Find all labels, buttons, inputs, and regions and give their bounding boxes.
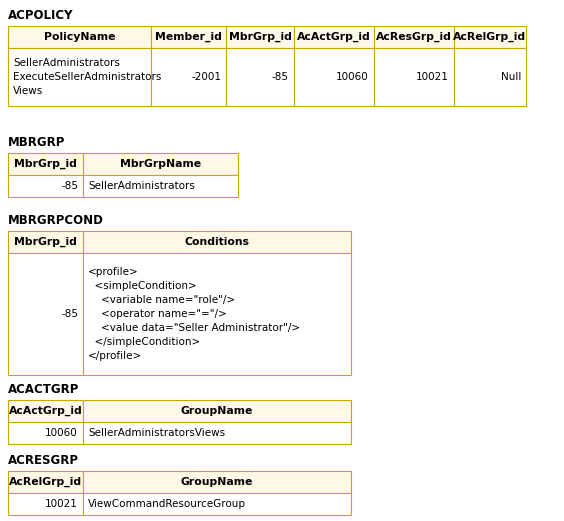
Bar bbox=[8, 400, 83, 422]
Text: GroupName: GroupName bbox=[181, 406, 253, 416]
Text: -85: -85 bbox=[61, 309, 78, 319]
Text: 10060: 10060 bbox=[336, 72, 369, 82]
Bar bbox=[83, 493, 351, 515]
Bar bbox=[8, 175, 83, 197]
Text: 10021: 10021 bbox=[416, 72, 449, 82]
Text: 10060: 10060 bbox=[45, 428, 78, 438]
Bar bbox=[8, 153, 83, 175]
Text: MBRGRP: MBRGRP bbox=[8, 136, 65, 149]
Text: AcResGrp_id: AcResGrp_id bbox=[376, 32, 452, 42]
Text: <profile>
  <simpleCondition>
    <variable name="role"/>
    <operator name="=": <profile> <simpleCondition> <variable na… bbox=[88, 267, 300, 361]
Text: SellerAdministratorsViews: SellerAdministratorsViews bbox=[88, 428, 225, 438]
Bar bbox=[454, 48, 526, 106]
Text: -85: -85 bbox=[272, 72, 289, 82]
Text: SellerAdministrators
ExecuteSellerAdministrators
Views: SellerAdministrators ExecuteSellerAdmini… bbox=[13, 58, 161, 96]
Bar bbox=[294, 48, 374, 106]
Text: SellerAdministrators: SellerAdministrators bbox=[88, 181, 195, 191]
Text: ACRESGRP: ACRESGRP bbox=[8, 454, 79, 467]
Text: GroupName: GroupName bbox=[181, 477, 253, 487]
Bar bbox=[151, 48, 226, 106]
Text: ACPOLICY: ACPOLICY bbox=[8, 9, 73, 22]
Bar bbox=[83, 153, 238, 175]
Text: Conditions: Conditions bbox=[184, 237, 249, 247]
Bar bbox=[226, 26, 294, 48]
Text: PolicyName: PolicyName bbox=[44, 32, 115, 42]
Text: MbrGrp_id: MbrGrp_id bbox=[228, 32, 292, 42]
Text: AcActGrp_id: AcActGrp_id bbox=[297, 32, 371, 42]
Text: AcActGrp_id: AcActGrp_id bbox=[8, 406, 82, 416]
Text: ViewCommandResourceGroup: ViewCommandResourceGroup bbox=[88, 499, 246, 509]
Text: ACACTGRP: ACACTGRP bbox=[8, 383, 80, 396]
Bar bbox=[226, 48, 294, 106]
Text: MbrGrp_id: MbrGrp_id bbox=[14, 237, 77, 247]
Text: 10021: 10021 bbox=[45, 499, 78, 509]
Text: Member_id: Member_id bbox=[155, 32, 222, 42]
Text: -85: -85 bbox=[61, 181, 78, 191]
Bar bbox=[8, 471, 83, 493]
Text: MbrGrp_id: MbrGrp_id bbox=[14, 159, 77, 169]
Bar bbox=[8, 26, 151, 48]
Bar bbox=[83, 175, 238, 197]
Text: MBRGRPCOND: MBRGRPCOND bbox=[8, 214, 104, 227]
Bar bbox=[83, 471, 351, 493]
Text: Null: Null bbox=[501, 72, 521, 82]
Text: MbrGrpName: MbrGrpName bbox=[120, 159, 201, 169]
Bar bbox=[374, 26, 454, 48]
Bar bbox=[151, 26, 226, 48]
Bar bbox=[83, 422, 351, 444]
Text: AcRelGrp_id: AcRelGrp_id bbox=[9, 477, 82, 487]
Bar bbox=[83, 400, 351, 422]
Bar bbox=[374, 48, 454, 106]
Bar bbox=[8, 253, 83, 375]
Bar bbox=[8, 48, 151, 106]
Text: -2001: -2001 bbox=[191, 72, 221, 82]
Bar bbox=[294, 26, 374, 48]
Bar bbox=[8, 422, 83, 444]
Bar bbox=[83, 253, 351, 375]
Bar bbox=[8, 493, 83, 515]
Bar bbox=[454, 26, 526, 48]
Bar bbox=[8, 231, 83, 253]
Text: AcRelGrp_id: AcRelGrp_id bbox=[453, 32, 527, 42]
Bar bbox=[83, 231, 351, 253]
